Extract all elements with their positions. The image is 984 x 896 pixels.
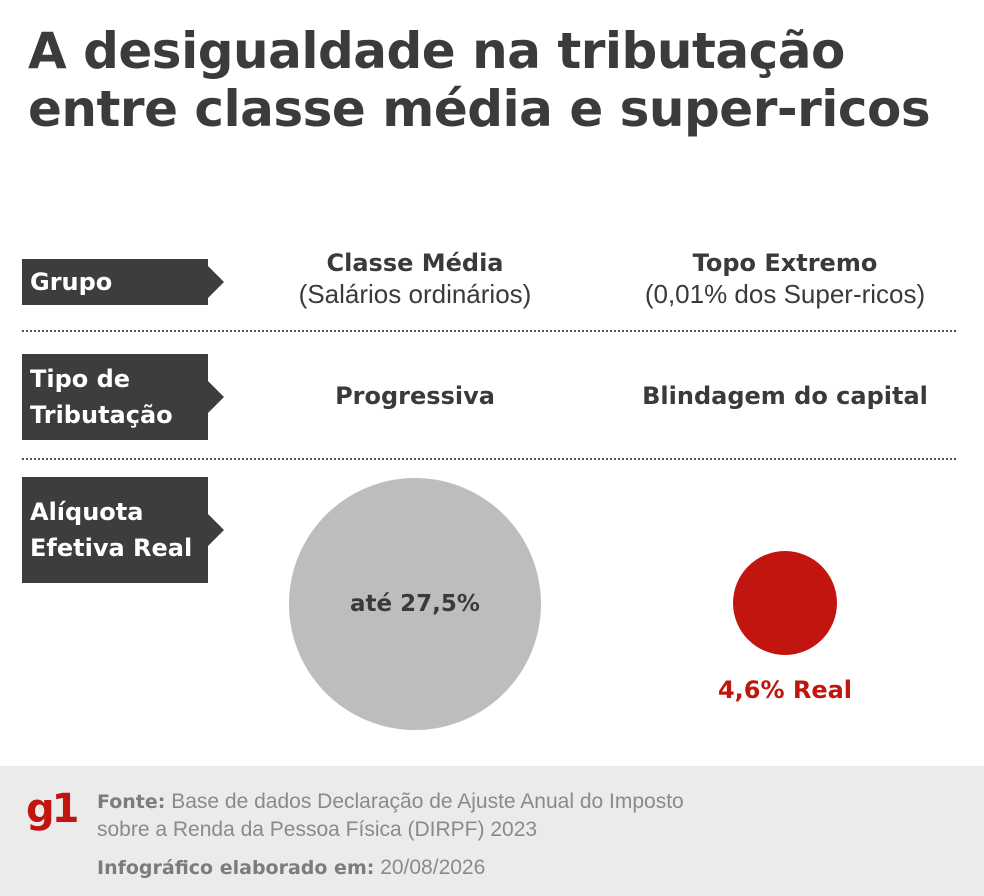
row-label-aliquota-line1: Alíquota — [30, 498, 144, 526]
title-line-1: A desigualdade na tributação — [28, 22, 845, 80]
source-line-2: sobre a Renda da Pessoa Física (DIRPF) 2… — [97, 818, 538, 841]
topo-extremo-rate-circle — [733, 551, 837, 655]
row-label-aliquota-line2: Efetiva Real — [30, 534, 193, 562]
grupo-col2-main: Topo Extremo — [692, 249, 878, 277]
grupo-classe-media: Classe Média (Salários ordinários) — [250, 248, 580, 310]
source-key: Fonte: — [97, 791, 166, 813]
title-line-2: entre classe média e super-ricos — [28, 80, 931, 138]
classe-media-rate-circle: até 27,5% — [289, 478, 541, 730]
row-divider-1 — [22, 330, 956, 332]
page-title: A desigualdade na tributação entre class… — [28, 22, 968, 138]
grupo-col1-main: Classe Média — [326, 249, 504, 277]
tipo-col2: Blindagem do capital — [642, 382, 928, 410]
made-key: Infográfico elaborado em: — [97, 857, 375, 879]
row-label-tipo-line2: Tributação — [30, 401, 173, 429]
grupo-col1-sub: (Salários ordinários) — [298, 279, 532, 309]
topo-extremo-rate-label: 4,6% Real — [717, 676, 853, 704]
row-label-aliquota: Alíquota Efetiva Real — [22, 477, 224, 583]
row-label-grupo-text: Grupo — [30, 268, 113, 296]
row-label-tipo: Tipo de Tributação — [22, 354, 224, 440]
grupo-col2-sub: (0,01% dos Super-ricos) — [644, 279, 926, 309]
classe-media-rate-label: até 27,5% — [350, 591, 480, 617]
made-value: 20/08/2026 — [380, 856, 486, 879]
row-label-grupo: Grupo — [22, 259, 224, 305]
g1-logo: g1 — [26, 786, 79, 832]
tipo-col1: Progressiva — [335, 382, 495, 410]
grupo-topo-extremo: Topo Extremo (0,01% dos Super-ricos) — [610, 248, 960, 310]
made-on-text: Infográfico elaborado em: 20/08/2026 — [97, 854, 485, 882]
source-text: Fonte: Base de dados Declaração de Ajust… — [97, 788, 957, 843]
source-footer: g1 Fonte: Base de dados Declaração de Aj… — [0, 766, 984, 896]
source-line-1: Base de dados Declaração de Ajuste Anual… — [171, 790, 684, 813]
tipo-blindagem: Blindagem do capital — [610, 381, 960, 412]
row-divider-2 — [22, 458, 956, 460]
row-label-tipo-line1: Tipo de — [30, 365, 131, 393]
tipo-progressiva: Progressiva — [250, 381, 580, 412]
